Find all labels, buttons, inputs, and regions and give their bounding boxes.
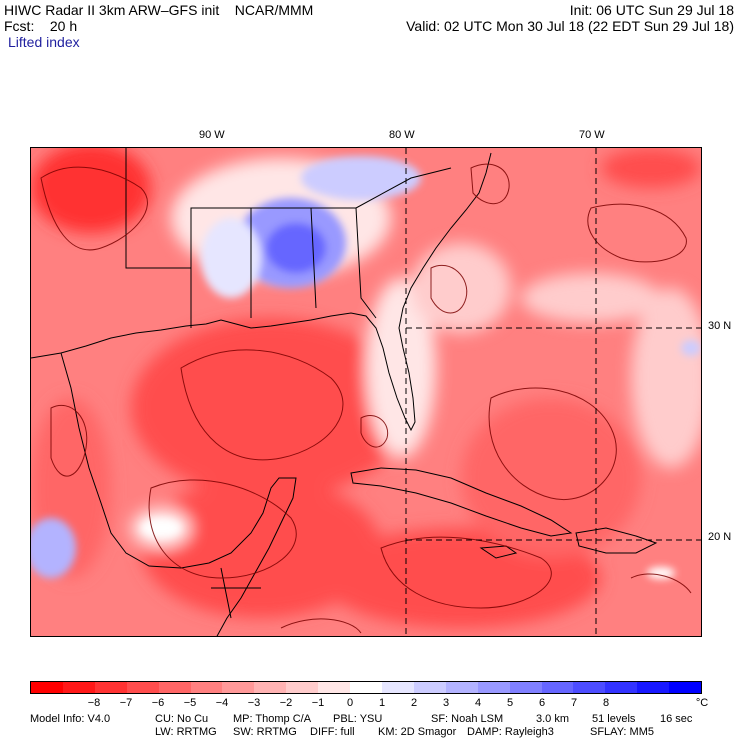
colorbar-tick-label: 1	[378, 697, 386, 709]
damp-info: DAMP: Rayleigh3	[467, 726, 554, 738]
colorbar-swatch	[31, 682, 63, 693]
lon-label-80w: 80 W	[389, 129, 415, 141]
colorbar-swatch	[637, 682, 670, 693]
colorbar-tick-label: −5	[183, 697, 197, 709]
colorbar-swatch	[477, 682, 510, 693]
colorbar	[30, 681, 702, 694]
colorbar-swatch	[158, 682, 191, 693]
cu-info: CU: No Cu	[155, 713, 209, 725]
colorbar-swatch	[381, 682, 414, 693]
colorbar-swatch	[190, 682, 223, 693]
pbl-info: PBL: YSU	[333, 713, 383, 725]
sf-info: SF: Noah LSM	[431, 713, 504, 725]
colorbar-swatch	[350, 682, 382, 693]
init-time: Init: 06 UTC Sun 29 Jul 18	[569, 2, 734, 18]
colorbar-tick-label: 0	[346, 697, 354, 709]
colorbar-tick-label: 3	[442, 697, 450, 709]
colorbar-tick-label: −8	[87, 697, 101, 709]
colorbar-swatch	[62, 682, 95, 693]
valid-time: Valid: 02 UTC Mon 30 Jul 18 (22 EDT Sun …	[406, 18, 734, 34]
levels-info: 51 levels	[592, 713, 636, 725]
colorbar-tick-label: 4	[474, 697, 482, 709]
latlon-grid	[405, 148, 701, 636]
diff-info: DIFF: full	[310, 726, 355, 738]
colorbar-tick-label: −3	[247, 697, 261, 709]
colorbar-swatch	[541, 682, 574, 693]
colorbar-swatch	[413, 682, 446, 693]
lon-label-90w: 90 W	[199, 129, 225, 141]
li-contours	[40, 163, 692, 634]
sflay-info: SFLAY: MM5	[590, 726, 654, 738]
colorbar-unit: °C	[695, 697, 709, 709]
title-left: HIWC Radar II 3km ARW–GFS init NCAR/MMM	[4, 2, 314, 18]
mp-info: MP: Thomp C/A	[233, 713, 312, 725]
lifted-index-map	[30, 147, 702, 637]
colorbar-swatch	[509, 682, 542, 693]
lat-label-20n: 20 N	[708, 531, 732, 543]
field-name: Lifted index	[8, 34, 80, 50]
colorbar-swatch	[318, 682, 351, 693]
colorbar-swatch	[605, 682, 638, 693]
lw-info: LW: RRTMG	[155, 726, 217, 738]
map-canvas	[31, 148, 701, 636]
colorbar-swatch	[222, 682, 255, 693]
colorbar-swatch	[126, 682, 159, 693]
colorbar-swatch	[669, 682, 702, 693]
lon-label-70w: 70 W	[579, 129, 605, 141]
colorbar-tick-label: −7	[119, 697, 133, 709]
colorbar-tick-label: 6	[538, 697, 546, 709]
colorbar-tick-label: −2	[279, 697, 293, 709]
lat-label-30n: 30 N	[708, 320, 732, 332]
colorbar-tick-label: −6	[151, 697, 165, 709]
colorbar-tick-label: 5	[506, 697, 514, 709]
colorbar-tick-label: 8	[602, 697, 610, 709]
km-info: KM: 2D Smagor	[378, 726, 457, 738]
coastlines	[31, 148, 658, 636]
colorbar-swatch	[94, 682, 127, 693]
colorbar-tick-label: −4	[215, 697, 229, 709]
sw-info: SW: RRTMG	[233, 726, 297, 738]
colorbar-swatch	[573, 682, 606, 693]
resolution-info: 3.0 km	[536, 713, 570, 725]
colorbar-swatch	[445, 682, 478, 693]
colorbar-tick-label: −1	[311, 697, 325, 709]
colorbar-tick-label: 7	[570, 697, 578, 709]
colorbar-swatch	[254, 682, 287, 693]
forecast-hour: Fcst: 20 h	[4, 18, 78, 34]
timestep-info: 16 sec	[660, 713, 693, 725]
colorbar-tick-label: 2	[410, 697, 418, 709]
model-info: Model Info: V4.0	[30, 713, 111, 725]
colorbar-swatch	[286, 682, 319, 693]
